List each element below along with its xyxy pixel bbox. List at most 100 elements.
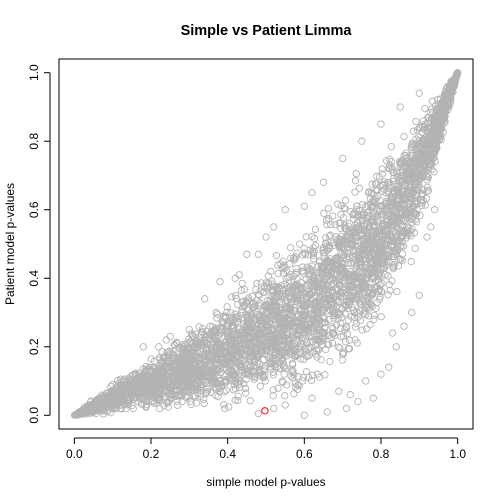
data-point xyxy=(231,337,239,345)
data-point xyxy=(323,246,331,255)
data-point xyxy=(220,401,228,409)
data-point xyxy=(248,304,257,312)
data-point xyxy=(315,329,323,337)
data-point xyxy=(245,356,253,364)
data-point xyxy=(367,301,375,309)
data-point xyxy=(318,328,327,336)
data-point xyxy=(247,320,255,329)
data-point xyxy=(316,304,325,312)
data-point xyxy=(332,321,341,329)
data-point xyxy=(375,258,383,266)
data-point xyxy=(361,264,369,272)
x-tick-label: 0.0 xyxy=(66,447,83,461)
data-point xyxy=(427,223,435,231)
data-point xyxy=(370,315,378,323)
data-point xyxy=(360,225,369,233)
data-point xyxy=(294,373,302,381)
data-point xyxy=(370,262,378,271)
highlighted-point xyxy=(261,407,269,415)
data-point xyxy=(318,263,326,272)
data-point xyxy=(313,299,321,307)
data-point xyxy=(346,267,354,276)
data-point xyxy=(310,324,318,332)
data-point xyxy=(281,348,290,356)
data-point xyxy=(315,332,323,340)
data-point xyxy=(362,268,370,276)
data-point xyxy=(384,226,392,234)
data-point xyxy=(341,224,349,232)
data-point xyxy=(249,368,258,376)
data-point xyxy=(367,253,376,262)
data-point xyxy=(240,350,248,358)
data-point xyxy=(298,316,306,324)
data-point xyxy=(298,267,306,275)
data-point xyxy=(356,264,364,272)
data-point xyxy=(218,359,226,367)
data-point xyxy=(369,267,377,276)
data-point xyxy=(379,242,387,251)
data-point xyxy=(436,110,445,118)
data-point xyxy=(298,263,307,271)
data-point xyxy=(221,342,229,351)
data-point xyxy=(379,253,387,261)
data-point xyxy=(346,208,355,216)
data-point xyxy=(264,326,272,334)
data-point xyxy=(290,390,298,398)
data-point xyxy=(186,344,194,353)
data-point xyxy=(235,271,243,279)
data-point xyxy=(243,250,251,258)
data-point xyxy=(176,385,184,393)
data-point xyxy=(384,291,392,299)
data-point xyxy=(250,375,258,384)
data-point xyxy=(336,319,345,327)
data-point xyxy=(179,349,187,357)
data-point xyxy=(354,259,362,268)
data-point xyxy=(235,325,244,333)
data-point xyxy=(408,218,416,226)
data-point xyxy=(282,304,290,312)
data-point xyxy=(352,232,360,240)
points-layer xyxy=(70,69,462,419)
data-point xyxy=(302,338,310,346)
data-point xyxy=(304,314,313,322)
data-point xyxy=(231,396,239,404)
data-point xyxy=(245,327,253,336)
data-point xyxy=(209,323,217,331)
data-point xyxy=(277,337,285,345)
data-point xyxy=(401,157,410,166)
data-point xyxy=(396,157,404,166)
data-point xyxy=(176,392,184,400)
data-point xyxy=(320,209,328,218)
data-point xyxy=(384,272,392,280)
data-point xyxy=(355,222,363,230)
data-point xyxy=(201,345,210,353)
data-point xyxy=(417,191,426,199)
data-point xyxy=(187,366,195,374)
data-point xyxy=(339,154,347,163)
data-point xyxy=(208,380,217,388)
data-point xyxy=(371,278,379,286)
data-point xyxy=(388,277,396,285)
x-axis-label: simple model p-values xyxy=(206,475,325,489)
data-point xyxy=(406,200,414,208)
data-point xyxy=(328,339,337,347)
data-point xyxy=(266,306,274,314)
data-point xyxy=(164,403,172,411)
data-point xyxy=(160,402,168,410)
data-point xyxy=(393,287,401,296)
data-point xyxy=(244,337,253,345)
data-point xyxy=(167,395,175,403)
data-point xyxy=(289,368,297,377)
data-point xyxy=(276,260,285,268)
data-point xyxy=(259,316,267,324)
data-point xyxy=(286,286,294,294)
data-point xyxy=(353,213,361,221)
data-point xyxy=(293,294,301,303)
data-point xyxy=(187,329,195,338)
data-point xyxy=(259,373,267,381)
data-point xyxy=(388,329,397,337)
data-point xyxy=(355,184,364,192)
data-point xyxy=(240,285,249,294)
y-tick-label: 1.0 xyxy=(27,64,41,81)
